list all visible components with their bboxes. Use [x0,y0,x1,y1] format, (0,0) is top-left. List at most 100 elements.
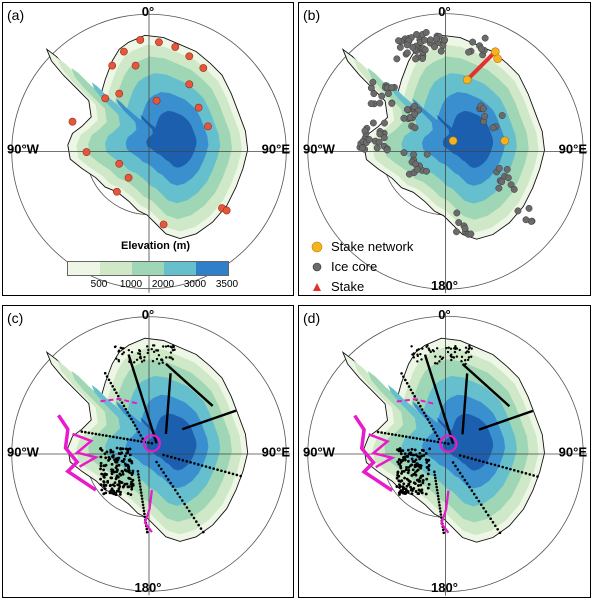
ice-core-marker [461,224,469,232]
elevation-band-6 [140,413,197,471]
observation-point [416,484,420,487]
ice-core-marker [376,99,384,107]
observation-point [104,491,108,495]
traverse-point [486,513,490,517]
traverse-point [470,457,474,460]
panel-a-elevation-map: (a) 0° 90°W 90°E Elevation (m) 500 1000 … [2,2,294,296]
traverse-line [461,363,511,408]
observation-point [421,481,425,485]
traverse-point [461,475,464,478]
traverse-point [126,437,129,441]
traverse-point [142,509,146,513]
traverse-point [177,457,181,461]
ice-core-marker [453,209,461,217]
traverse-point [441,528,445,532]
traverse-point [223,470,227,474]
ice-core-marker [522,216,530,224]
traverse-point [432,427,435,431]
traverse-point [171,485,175,488]
observation-point [449,347,453,350]
traverse-point [181,458,185,462]
observation-point [416,492,420,495]
ice-core-marker [525,204,533,212]
observation-point [118,492,122,496]
observation-point [400,490,404,494]
observation-point [110,476,114,480]
observation-point [426,472,430,476]
traverse-point [190,513,193,516]
traverse-point [126,411,129,414]
map-c [7,312,291,596]
observation-point [416,353,419,356]
observation-point [435,347,439,350]
traverse-point [428,421,431,424]
ice-core-marker [479,105,487,113]
traverse-point [139,434,143,437]
ice-core-marker [388,100,396,107]
observation-point [157,353,161,357]
stake-site-marker [115,89,124,98]
traverse-point [439,513,443,516]
traverse-point [497,464,501,468]
observation-point [399,459,403,462]
legend: Stake network Ice core Stake [305,237,413,295]
observation-point [407,466,411,469]
traverse-point [124,407,128,411]
traverse-point [494,524,497,528]
ice-core-marker [361,127,369,135]
observation-point [450,358,453,362]
observation-point [130,485,134,489]
observation-point [128,477,132,481]
stake-network-marker [500,136,509,146]
observation-point [454,344,457,348]
observation-point [128,358,131,362]
observation-point [424,492,428,496]
observation-point [399,452,403,456]
traverse-point [439,510,442,513]
traverse-point [496,527,499,531]
traverse-line [127,354,158,444]
traverse-point [420,408,424,411]
observation-point [105,450,109,454]
colorbar [67,261,229,276]
stake-site-marker [119,47,128,56]
observation-point [404,487,408,491]
traverse-point [169,481,172,485]
red-triangle-icon [313,283,321,291]
observation-point [100,472,104,476]
observation-point [113,481,117,485]
observation-point [405,477,409,481]
observation-point [418,455,421,459]
observation-point [401,486,405,489]
panel-b-observation-map: (b) 0° 90°W 90°E 180° Stake network Ice … [298,2,591,296]
observation-point [104,456,108,460]
observation-point [123,482,127,486]
traverse-point [380,431,383,434]
stake-site-marker [222,206,231,215]
traverse-point [178,495,182,499]
traverse-point [409,388,413,392]
observation-point [151,344,155,347]
traverse-point [162,453,165,457]
colorbar-tick: 1000 [119,279,143,290]
ice-core-marker [431,43,438,51]
traverse-line [164,373,172,435]
observation-point [396,460,400,464]
observation-point [414,458,418,462]
ice-core-marker [498,178,506,186]
traverse-point [429,439,433,443]
panel-c-label-0deg: 0° [141,307,155,322]
observation-point [424,452,428,455]
traverse-point [216,468,219,472]
observation-point [116,475,120,479]
observation-point [114,477,118,481]
observation-point [410,345,413,348]
traverse-point [140,440,143,443]
traverse-line [461,373,469,435]
observation-point [155,357,159,361]
traverse-point [136,439,140,443]
panel-d-label-90w: 90°W [303,444,335,459]
observation-point [111,491,114,495]
observation-point [427,483,431,486]
stake-site-marker [112,187,121,196]
